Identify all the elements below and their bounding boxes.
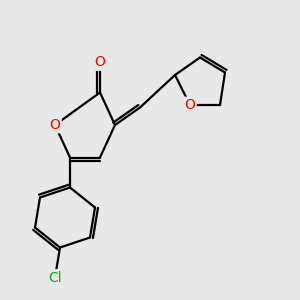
Text: O: O <box>184 98 195 112</box>
Text: Cl: Cl <box>48 271 62 284</box>
Text: O: O <box>50 118 60 132</box>
Text: O: O <box>94 56 105 70</box>
